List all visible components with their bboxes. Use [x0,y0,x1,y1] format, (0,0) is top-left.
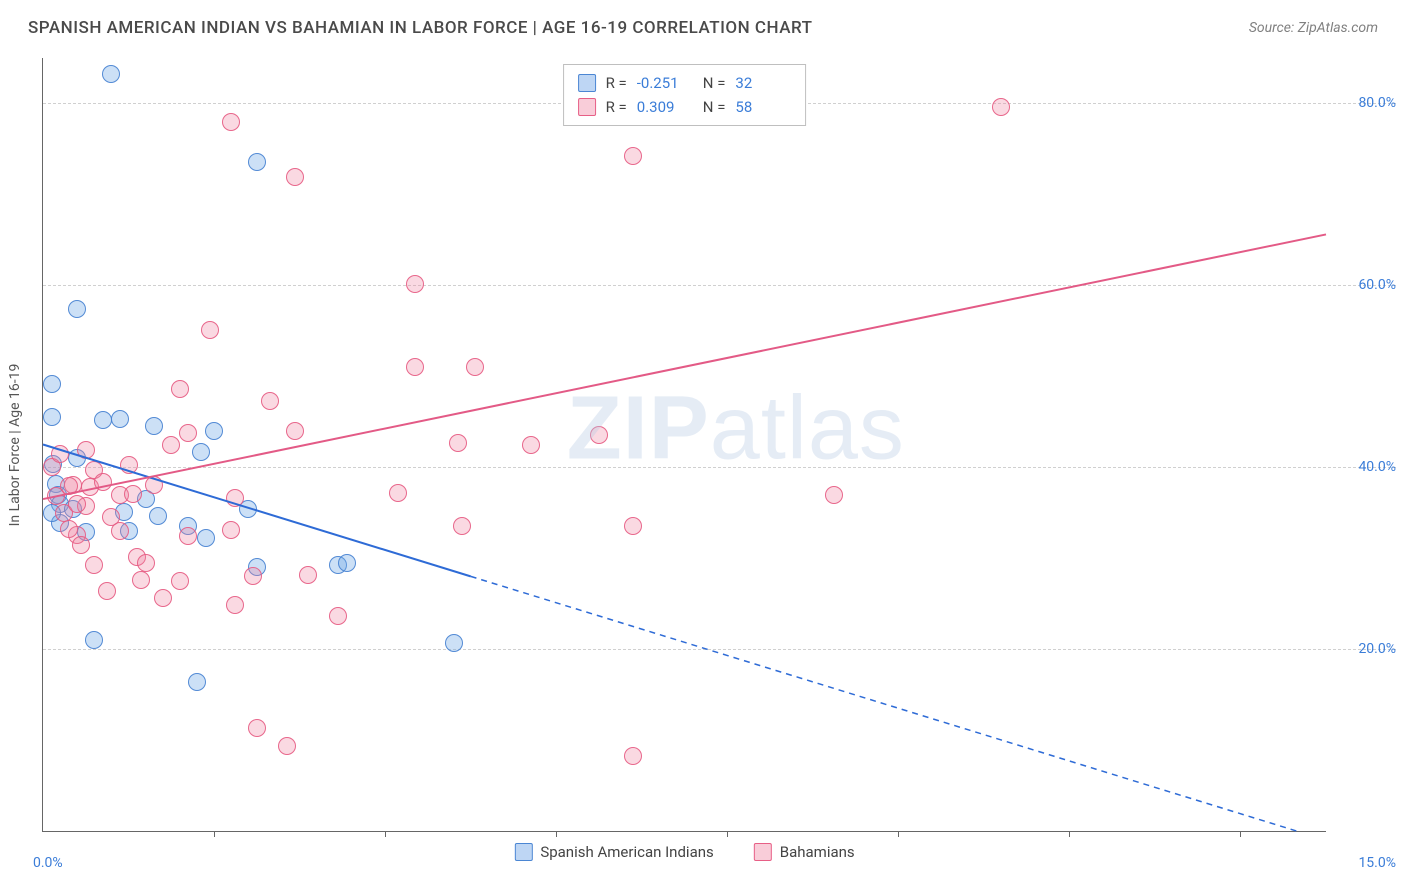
x-tick [214,831,215,837]
chart-title: SPANISH AMERICAN INDIAN VS BAHAMIAN IN L… [28,18,812,38]
swatch-pink-icon [754,843,772,861]
legend-label-pink: Bahamians [780,843,855,861]
y-tick-label: 80.0% [1336,95,1396,111]
trend-line [43,234,1326,499]
legend-series: Spanish American Indians Bahamians [514,843,854,861]
legend-stats-row-blue: R = -0.251 N = 32 [578,71,792,95]
trend-lines [43,58,1326,831]
legend-label-blue: Spanish American Indians [540,843,713,861]
x-tick [556,831,557,837]
chart-area: In Labor Force | Age 16-19 ZIPatlas R = … [42,58,1326,832]
n-label: N = [703,95,726,119]
x-tick [727,831,728,837]
r-value-pink: 0.309 [637,95,693,119]
y-tick-label: 40.0% [1336,459,1396,475]
trend-line-solid [43,445,471,577]
y-tick-label: 60.0% [1336,277,1396,293]
x-axis-min-label: 0.0% [33,855,63,871]
r-label: R = [606,71,627,95]
swatch-blue-icon [578,74,596,92]
x-tick [1240,831,1241,837]
swatch-blue-icon [514,843,532,861]
y-tick-label: 20.0% [1336,641,1396,657]
source-label: Source: ZipAtlas.com [1249,20,1378,36]
n-value-blue: 32 [735,71,791,95]
r-value-blue: -0.251 [637,71,693,95]
trend-line-dashed [471,576,1297,831]
swatch-pink-icon [578,98,596,116]
legend-item-blue: Spanish American Indians [514,843,713,861]
n-label: N = [703,71,726,95]
legend-stats-row-pink: R = 0.309 N = 58 [578,95,792,119]
y-axis-label: In Labor Force | Age 16-19 [7,363,23,526]
x-axis-max-label: 15.0% [1358,855,1396,871]
x-tick [1069,831,1070,837]
x-tick [385,831,386,837]
n-value-pink: 58 [735,95,791,119]
x-tick [898,831,899,837]
legend-stats-box: R = -0.251 N = 32 R = 0.309 N = 58 [563,64,807,126]
legend-item-pink: Bahamians [754,843,855,861]
r-label: R = [606,95,627,119]
